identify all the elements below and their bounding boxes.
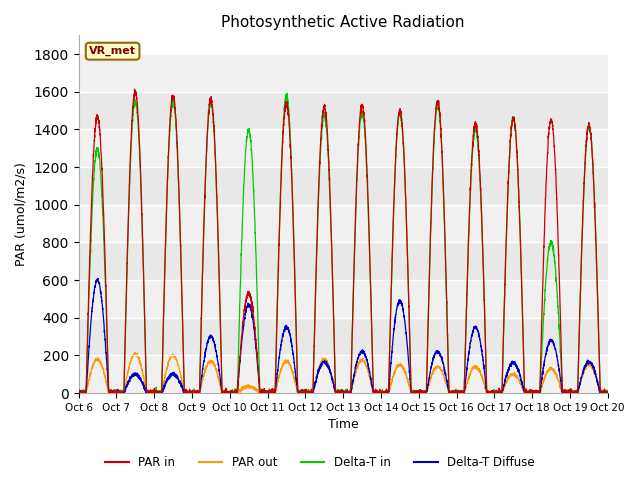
Bar [79,130,608,167]
Bar [79,318,608,356]
Bar [79,205,608,242]
Title: Photosynthetic Active Radiation: Photosynthetic Active Radiation [221,15,465,30]
Legend: PAR in, PAR out, Delta-T in, Delta-T Diffuse: PAR in, PAR out, Delta-T in, Delta-T Dif… [100,452,540,474]
Bar [79,54,608,92]
Bar [79,242,608,280]
Bar [79,92,608,130]
Y-axis label: PAR (umol/m2/s): PAR (umol/m2/s) [15,162,28,266]
X-axis label: Time: Time [328,419,358,432]
Bar [79,280,608,318]
Bar [79,356,608,393]
Bar [79,167,608,205]
Text: VR_met: VR_met [89,46,136,56]
